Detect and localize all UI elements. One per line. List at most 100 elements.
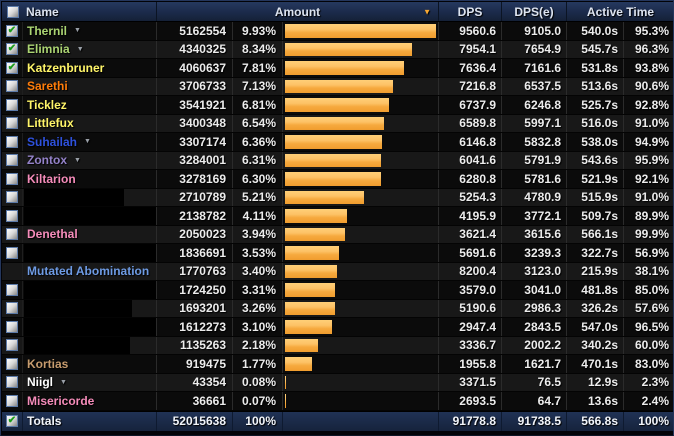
row-checkbox[interactable] xyxy=(6,80,18,93)
row-checkbox[interactable] xyxy=(6,357,18,370)
table-row[interactable]: 1836691 3.53% 5691.6 3239.3 322.7s 56.9% xyxy=(2,244,673,263)
row-checkbox[interactable]: ✔ xyxy=(6,61,18,74)
amount-bar-cell xyxy=(283,318,439,336)
row-checkbox[interactable] xyxy=(6,228,18,241)
chevron-down-icon[interactable]: ▼ xyxy=(74,156,81,164)
chevron-down-icon[interactable]: ▼ xyxy=(74,27,81,35)
player-name: Suhailah xyxy=(27,134,78,149)
table-row[interactable]: 1135263 2.18% 3336.7 2002.2 340.2s 60.0% xyxy=(2,336,673,355)
row-checkbox[interactable] xyxy=(6,191,18,204)
player-name-cell: Elimnia ▼ xyxy=(23,40,157,58)
amount-percent: 0.07% xyxy=(233,392,283,410)
sort-descending-icon[interactable]: ▼ xyxy=(423,7,431,16)
amount-percent: 6.31% xyxy=(233,151,283,169)
table-row[interactable]: 2710789 5.21% 5254.3 4780.9 515.9s 91.0% xyxy=(2,188,673,207)
row-checkbox[interactable] xyxy=(6,339,18,352)
active-percent-value: 60.0% xyxy=(634,338,669,353)
table-row[interactable]: Littlefux 3400348 6.54% 6589.8 5997.1 51… xyxy=(2,114,673,133)
active-seconds-value: 515.9s xyxy=(567,188,624,206)
table-row[interactable]: 1724250 3.31% 3579.0 3041.0 481.8s 85.0% xyxy=(2,281,673,300)
row-checkbox[interactable]: ✔ xyxy=(6,24,18,37)
amount-bar xyxy=(285,320,333,334)
column-header-amount[interactable]: Amount ▼ xyxy=(157,2,439,21)
table-row[interactable]: Kortias 919475 1.77% 1955.8 1621.7 470.1… xyxy=(2,355,673,374)
dps-value: 6280.8 xyxy=(439,170,502,188)
row-checkbox[interactable] xyxy=(6,246,18,259)
column-header-active-time[interactable]: Active Time xyxy=(567,2,673,21)
amount-percent: 8.34% xyxy=(233,40,283,58)
row-checkbox[interactable] xyxy=(6,302,18,315)
chevron-down-icon[interactable]: ▼ xyxy=(76,45,84,53)
row-checkbox-cell xyxy=(2,188,23,206)
dps-value: 5691.6 xyxy=(439,244,502,262)
row-checkbox[interactable] xyxy=(6,98,18,111)
table-row[interactable]: 1612273 3.10% 2947.4 2843.5 547.0s 96.5% xyxy=(2,318,673,337)
totals-amount-pct: 100% xyxy=(233,411,283,431)
column-header-dps[interactable]: DPS xyxy=(439,2,502,21)
active-percent-value: 92.1% xyxy=(634,171,669,186)
column-header-name[interactable]: Name xyxy=(2,2,157,21)
row-checkbox[interactable]: ✔ xyxy=(6,43,18,56)
active-seconds-value: 509.7s xyxy=(567,207,624,225)
amount-bar xyxy=(285,394,287,408)
table-row[interactable]: ✔ Elimnia ▼ 4340325 8.34% 7954.1 7654.9 … xyxy=(2,40,673,59)
chevron-down-icon[interactable]: ▼ xyxy=(60,378,67,386)
row-checkbox[interactable] xyxy=(6,172,18,185)
row-checkbox-cell xyxy=(2,373,23,391)
row-checkbox-cell xyxy=(2,244,23,262)
active-percent-value: 2.3% xyxy=(641,375,669,390)
table-row[interactable]: Zontox ▼ 3284001 6.31% 6041.6 5791.9 543… xyxy=(2,151,673,170)
amount-bar-cell xyxy=(283,114,439,132)
amount-value: 1693201 xyxy=(157,299,233,317)
row-checkbox[interactable] xyxy=(6,135,18,148)
totals-row[interactable]: ✔ Totals 52015638 100% 91778.8 91738.5 5… xyxy=(2,410,673,431)
amount-bar xyxy=(285,283,336,297)
row-checkbox[interactable] xyxy=(6,117,18,130)
row-checkbox[interactable] xyxy=(6,283,18,296)
table-row[interactable]: Suhailah ▼ 3307174 6.36% 6146.8 5832.8 5… xyxy=(2,133,673,152)
amount-bar xyxy=(285,301,335,315)
active-percent-value: 99.9% xyxy=(634,227,669,242)
row-checkbox[interactable] xyxy=(6,394,18,407)
select-all-checkbox[interactable] xyxy=(7,5,19,18)
column-header-dpse[interactable]: DPS(e) xyxy=(502,2,567,21)
table-row[interactable]: ✔ Katzenbruner 4060637 7.81% 7636.4 7161… xyxy=(2,59,673,78)
table-row[interactable]: Sarethi 3706733 7.13% 7216.8 6537.5 513.… xyxy=(2,77,673,96)
row-checkbox[interactable] xyxy=(6,209,18,222)
row-checkbox-cell xyxy=(2,318,23,336)
amount-value: 1836691 xyxy=(157,244,233,262)
table-row[interactable]: Kiltarion 3278169 6.30% 6280.8 5781.6 52… xyxy=(2,170,673,189)
totals-checkbox[interactable]: ✔ xyxy=(6,415,18,427)
row-checkbox[interactable] xyxy=(6,376,18,389)
amount-bar-cell xyxy=(283,59,439,77)
row-checkbox[interactable] xyxy=(6,320,18,333)
player-name: Sarethi xyxy=(27,79,68,94)
table-row[interactable]: 2138782 4.11% 4195.9 3772.1 509.7s 89.9% xyxy=(2,207,673,226)
amount-value: 2050023 xyxy=(157,225,233,243)
active-percent-value: 91.0% xyxy=(634,116,669,131)
amount-header-label: Amount xyxy=(274,4,321,19)
row-checkbox[interactable] xyxy=(6,154,18,167)
dps-value: 3371.5 xyxy=(439,373,502,391)
table-row[interactable]: Denethal 2050023 3.94% 3621.4 3615.6 566… xyxy=(2,225,673,244)
active-percent-value: 85.0% xyxy=(634,282,669,297)
table-row[interactable]: Mutated Abomination 1770763 3.40% 8200.4… xyxy=(2,262,673,281)
chevron-down-icon[interactable]: ▼ xyxy=(84,138,91,146)
amount-bar-cell xyxy=(283,392,439,410)
table-row[interactable]: Ticklez 3541921 6.81% 6737.9 6246.8 525.… xyxy=(2,96,673,115)
table-row[interactable]: 1693201 3.26% 5190.6 2986.3 326.2s 57.6% xyxy=(2,299,673,318)
dpse-value: 1621.7 xyxy=(502,355,567,373)
player-name-cell xyxy=(23,244,157,262)
amount-bar xyxy=(285,190,365,204)
table-row[interactable]: Misericorde 36661 0.07% 2693.5 64.7 13.6… xyxy=(2,392,673,411)
active-seconds-value: 545.7s xyxy=(567,40,624,58)
table-row[interactable]: ✔ Thernil ▼ 5162554 9.93% 9560.6 9105.0 … xyxy=(2,22,673,41)
amount-percent: 2.18% xyxy=(233,336,283,354)
name-header-label: Name xyxy=(26,4,59,19)
player-name-cell: Misericorde xyxy=(23,392,157,410)
player-name-cell xyxy=(23,188,157,206)
dpse-value: 2002.2 xyxy=(502,336,567,354)
table-row[interactable]: Niigl ▼ 43354 0.08% 3371.5 76.5 12.9s 2.… xyxy=(2,373,673,392)
active-percent-value: 96.5% xyxy=(634,319,669,334)
